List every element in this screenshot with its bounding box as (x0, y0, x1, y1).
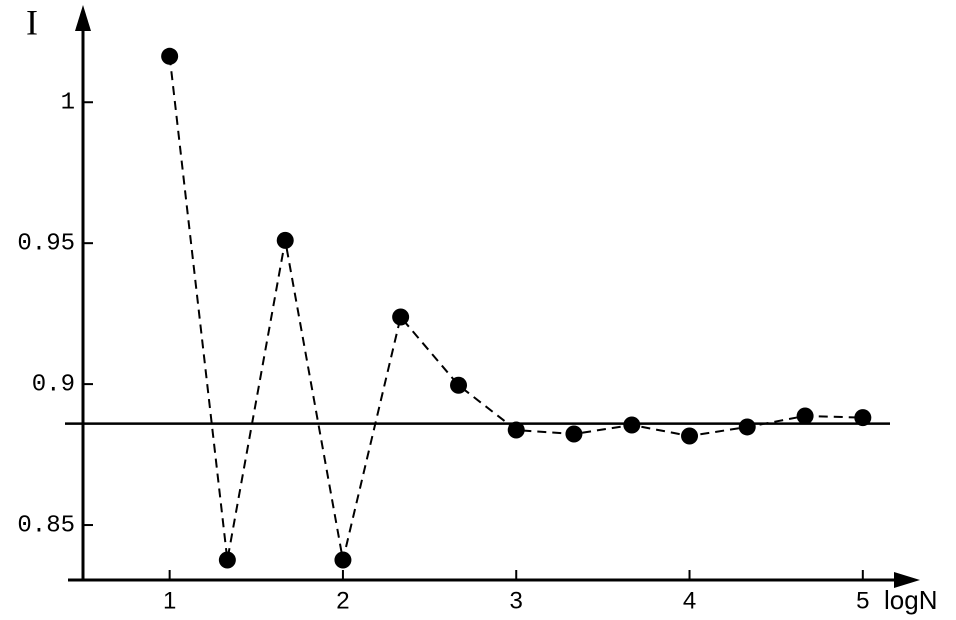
data-point (392, 308, 410, 326)
x-axis-arrow (894, 572, 920, 588)
x-tick-label: 3 (510, 587, 523, 614)
data-point (565, 425, 583, 443)
data-point (623, 416, 641, 434)
x-tick-label: 5 (856, 587, 869, 614)
y-axis-label: I (26, 2, 38, 42)
data-point (796, 407, 814, 425)
x-tick-label: 2 (336, 587, 349, 614)
y-tick-label: 0.85 (17, 512, 75, 539)
y-tick-label: 0.9 (32, 371, 75, 398)
data-point (276, 231, 294, 249)
data-point (738, 418, 756, 436)
y-tick-label: 1 (61, 90, 75, 117)
y-axis-arrow (75, 5, 91, 31)
data-point (681, 427, 699, 445)
x-tick-label: 4 (683, 587, 696, 614)
x-axis-label: logN (884, 585, 937, 615)
data-line (168, 56, 863, 561)
data-point (161, 47, 179, 65)
y-tick-label: 0.95 (17, 231, 75, 258)
data-point (854, 409, 872, 427)
data-point (334, 551, 352, 569)
data-point (450, 376, 468, 394)
data-point (507, 421, 525, 439)
x-tick-label: 1 (163, 587, 176, 614)
data-point (218, 551, 236, 569)
